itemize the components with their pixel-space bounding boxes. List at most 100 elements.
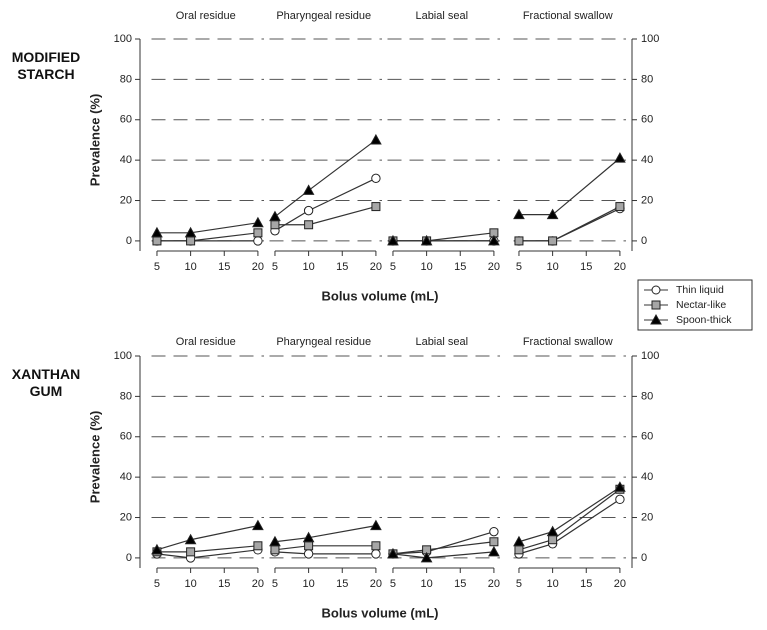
marker bbox=[269, 535, 281, 547]
marker bbox=[252, 216, 264, 228]
x-tick-label: 10 bbox=[420, 578, 432, 590]
marker bbox=[151, 543, 163, 555]
y-tick-label-right: 20 bbox=[641, 511, 653, 523]
series-line bbox=[156, 525, 259, 551]
series-line bbox=[518, 486, 621, 543]
y-tick-label: 60 bbox=[120, 114, 132, 126]
marker bbox=[370, 133, 382, 145]
series-line bbox=[392, 531, 495, 555]
x-tick-label: 15 bbox=[336, 578, 348, 590]
legend-label: Spoon-thick bbox=[676, 314, 732, 326]
marker bbox=[270, 545, 280, 555]
x-axis-label: Bolus volume (mL) bbox=[321, 288, 438, 303]
series-line bbox=[392, 232, 494, 242]
series-line bbox=[274, 545, 376, 551]
x-tick-label: 20 bbox=[488, 578, 500, 590]
marker bbox=[269, 210, 281, 222]
x-tick-label: 5 bbox=[516, 261, 522, 273]
x-tick-label: 5 bbox=[516, 578, 522, 590]
x-tick-label: 5 bbox=[154, 261, 160, 273]
series-line bbox=[518, 157, 621, 216]
x-tick-label: 20 bbox=[614, 578, 626, 590]
x-tick-label: 20 bbox=[488, 261, 500, 273]
x-tick-label: 20 bbox=[252, 578, 264, 590]
y-tick-label: 40 bbox=[120, 471, 132, 483]
marker bbox=[304, 541, 314, 551]
marker bbox=[420, 551, 433, 563]
legend-label: Nectar-like bbox=[676, 299, 726, 311]
y-tick-label-right: 100 bbox=[641, 350, 659, 362]
x-tick-label: 5 bbox=[154, 578, 160, 590]
marker bbox=[370, 519, 382, 531]
marker bbox=[489, 526, 499, 537]
marker bbox=[253, 236, 263, 246]
y-tick-label-right: 40 bbox=[641, 471, 653, 483]
row-label: XANTHAN GUM bbox=[11, 366, 81, 399]
y-tick-label: 0 bbox=[126, 552, 132, 564]
marker bbox=[614, 152, 626, 163]
y-tick-label-right: 40 bbox=[641, 154, 653, 166]
x-tick-label: 15 bbox=[580, 261, 592, 273]
marker bbox=[303, 549, 314, 559]
y-tick-label-right: 100 bbox=[641, 33, 659, 45]
marker bbox=[302, 184, 315, 195]
marker bbox=[514, 545, 524, 555]
marker bbox=[371, 173, 381, 184]
panel-title: Pharyngeal residue bbox=[276, 336, 371, 348]
y-tick-label: 20 bbox=[120, 511, 132, 523]
x-tick-label: 15 bbox=[454, 578, 466, 590]
x-tick-label: 10 bbox=[184, 578, 196, 590]
series-line bbox=[274, 551, 376, 555]
panel-title: Oral residue bbox=[176, 336, 236, 348]
panel-title: Fractional swallow bbox=[523, 10, 613, 22]
marker bbox=[151, 226, 163, 238]
marker bbox=[420, 234, 433, 246]
series-line bbox=[156, 232, 258, 242]
x-tick-label: 15 bbox=[580, 578, 592, 590]
marker bbox=[546, 525, 559, 537]
panel-title: Labial seal bbox=[415, 10, 468, 22]
x-tick-label: 10 bbox=[420, 261, 432, 273]
x-tick-label: 15 bbox=[454, 261, 466, 273]
y-tick-label-right: 0 bbox=[641, 552, 647, 564]
marker bbox=[152, 236, 162, 246]
y-axis-label: Prevalence (%) bbox=[87, 411, 102, 504]
x-tick-label: 20 bbox=[252, 261, 264, 273]
marker bbox=[371, 549, 381, 559]
y-tick-label: 100 bbox=[114, 33, 132, 45]
marker bbox=[184, 226, 197, 238]
y-axis-label: Prevalence (%) bbox=[87, 94, 102, 187]
marker bbox=[387, 234, 399, 246]
y-tick-label-right: 60 bbox=[641, 114, 653, 126]
series-line bbox=[156, 222, 258, 234]
x-tick-label: 15 bbox=[218, 578, 230, 590]
marker bbox=[387, 547, 399, 559]
series-line bbox=[156, 545, 258, 553]
marker bbox=[615, 202, 625, 212]
y-tick-label-right: 80 bbox=[641, 73, 653, 85]
x-tick-label: 20 bbox=[370, 578, 382, 590]
marker bbox=[303, 205, 314, 216]
series-line bbox=[518, 208, 621, 242]
x-tick-label: 10 bbox=[302, 578, 314, 590]
x-tick-label: 10 bbox=[546, 261, 558, 273]
x-tick-label: 10 bbox=[546, 578, 558, 590]
y-tick-label-right: 60 bbox=[641, 431, 653, 443]
row-label: MODIFIED STARCH bbox=[11, 49, 81, 82]
marker bbox=[513, 535, 525, 547]
x-tick-label: 15 bbox=[218, 261, 230, 273]
x-tick-label: 20 bbox=[370, 261, 382, 273]
marker bbox=[304, 220, 314, 230]
marker bbox=[253, 228, 263, 238]
marker bbox=[548, 535, 558, 545]
marker bbox=[184, 533, 197, 545]
marker bbox=[253, 541, 263, 551]
marker bbox=[186, 236, 196, 246]
y-tick-label: 80 bbox=[120, 390, 132, 402]
series-line bbox=[156, 549, 258, 559]
marker bbox=[614, 481, 626, 492]
series-line bbox=[392, 541, 494, 555]
x-tick-label: 5 bbox=[272, 578, 278, 590]
marker bbox=[270, 220, 280, 230]
